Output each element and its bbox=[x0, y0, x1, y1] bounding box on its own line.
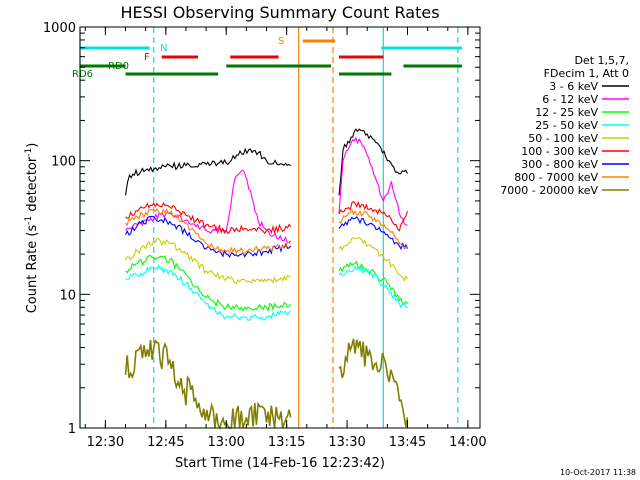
series-3-line-0 bbox=[125, 255, 292, 312]
series-6-line-1 bbox=[338, 200, 409, 232]
series-4-line-0 bbox=[125, 264, 292, 321]
flag-label-rd6: RD6 bbox=[72, 69, 93, 80]
series-7-line-1 bbox=[338, 215, 409, 251]
plot-marks: NF S RD0 RD6 bbox=[72, 27, 462, 430]
series-3-line-1 bbox=[338, 260, 408, 306]
x-tick-label-5: 13:45 bbox=[389, 435, 426, 450]
x-tick-label-2: 13:00 bbox=[207, 435, 244, 450]
legend-label-5: 50 - 100 keV bbox=[528, 132, 598, 145]
series-1-line-1 bbox=[338, 128, 408, 196]
series-5-line-1 bbox=[338, 237, 408, 282]
x-tick-label-6: 14:00 bbox=[449, 435, 486, 450]
x-tick-label-3: 13:15 bbox=[268, 435, 305, 450]
x-tick-label-0: 12:30 bbox=[87, 435, 124, 450]
legend-label-9: 7000 - 20000 keV bbox=[500, 184, 598, 197]
series-2-line-0 bbox=[125, 169, 292, 243]
flag-label-n: N bbox=[160, 43, 167, 54]
legend-label-7: 300 - 800 keV bbox=[521, 158, 598, 171]
series-4-line-1 bbox=[338, 264, 408, 309]
legend-label-1: 3 - 6 keV bbox=[549, 80, 598, 93]
x-tick-label-4: 13:30 bbox=[328, 435, 365, 450]
legend-label-3: 12 - 25 keV bbox=[535, 106, 598, 119]
x-tick-label-1: 12:45 bbox=[147, 435, 184, 450]
x-axis-label: Start Time (14-Feb-16 12:23:42) bbox=[175, 456, 385, 471]
timestamp: 10-Oct-2017 11:38 bbox=[560, 468, 636, 477]
legend-label-6: 100 - 300 keV bbox=[521, 145, 598, 158]
y-tick-label-0: 1 bbox=[68, 422, 76, 437]
y-tick-label-1: 10 bbox=[59, 288, 76, 303]
legend-label-8: 800 - 7000 keV bbox=[514, 171, 598, 184]
series-9-line-0 bbox=[124, 339, 292, 430]
flag-label-s: S bbox=[278, 36, 284, 47]
legend-header-1: FDecim 1, Att 0 bbox=[544, 67, 629, 80]
series-2-line-1 bbox=[338, 136, 408, 226]
series-6-line-0 bbox=[125, 201, 292, 235]
plot-frame bbox=[79, 26, 481, 429]
series-8-line-1 bbox=[338, 208, 408, 249]
series-8-line-0 bbox=[125, 208, 291, 255]
series-9-line-1 bbox=[338, 338, 409, 428]
legend-label-4: 25 - 50 keV bbox=[535, 119, 598, 132]
x-axis: 12:30 12:45 13:00 13:15 13:30 13:45 14:00 bbox=[84, 27, 487, 450]
y-tick-label-3: 1000 bbox=[43, 21, 76, 36]
flag-label-f: F bbox=[144, 52, 150, 63]
legend-header-0: Det 1,5,7, bbox=[574, 54, 629, 67]
series-5-line-0 bbox=[125, 238, 291, 285]
legend-label-2: 6 - 12 keV bbox=[542, 93, 598, 106]
chart-title: HESSI Observing Summary Count Rates bbox=[120, 3, 439, 22]
series-7-line-0 bbox=[125, 215, 292, 259]
y-tick-label-2: 100 bbox=[51, 155, 76, 170]
y-axis-label: Count Rate (s-1 detector-1) bbox=[24, 143, 40, 314]
y-axis: 1 10 100 1000 bbox=[43, 21, 480, 437]
series-1-line-0 bbox=[124, 147, 291, 196]
flag-label-rd0: RD0 bbox=[108, 61, 129, 72]
